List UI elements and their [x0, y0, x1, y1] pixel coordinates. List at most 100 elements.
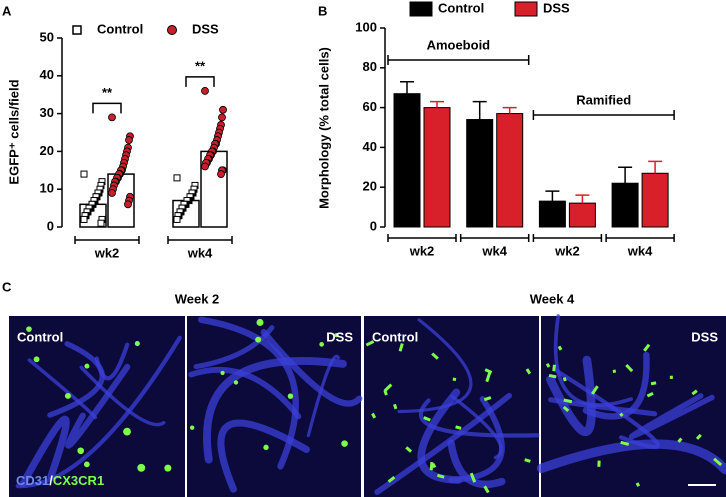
x-tick-label: wk4	[187, 245, 213, 260]
y-tick-label: 0	[47, 218, 54, 233]
cell	[597, 460, 601, 467]
vessel	[19, 415, 70, 488]
data-point	[108, 113, 116, 122]
significance-label: **	[102, 85, 113, 100]
data-point	[124, 200, 132, 209]
cell	[485, 372, 492, 383]
x-tick-label: wk2	[409, 243, 435, 258]
image-bg	[364, 316, 539, 497]
cell	[341, 440, 348, 447]
significance-label: **	[195, 58, 206, 73]
vessel	[306, 354, 340, 438]
y-tick-label: 0	[370, 218, 377, 233]
vessel	[553, 314, 633, 407]
vessel	[536, 439, 726, 475]
panel-label: A	[2, 3, 12, 18]
cell	[635, 482, 641, 487]
vessel	[217, 419, 310, 493]
cell	[677, 437, 683, 443]
bar	[641, 172, 669, 228]
cell	[393, 403, 398, 410]
vessel	[260, 329, 363, 407]
data-point	[201, 87, 209, 95]
y-tick-label: 100	[355, 19, 377, 34]
cell	[452, 377, 457, 382]
cell	[548, 373, 557, 379]
vessel	[447, 439, 506, 489]
cell	[562, 377, 567, 382]
data-point	[80, 170, 88, 178]
y-tick-label: 10	[40, 181, 54, 196]
cell	[64, 392, 71, 399]
cell	[695, 433, 702, 440]
cell	[287, 393, 294, 399]
significance-bracket	[92, 102, 122, 114]
cell	[319, 342, 324, 347]
error-bar	[648, 160, 663, 174]
group-bracket	[387, 55, 530, 65]
legend-marker	[167, 25, 177, 35]
y-tick-label: 20	[363, 179, 377, 194]
cell	[365, 340, 375, 347]
cell	[669, 375, 673, 379]
cell	[483, 396, 492, 402]
error-bar	[545, 190, 560, 202]
error-bar	[430, 100, 444, 108]
vessel	[193, 325, 275, 370]
data-point	[219, 105, 227, 114]
vessel	[582, 351, 650, 420]
cell	[83, 461, 90, 468]
cell	[137, 463, 146, 472]
group-label: Amoeboid	[427, 37, 491, 52]
cell	[552, 364, 556, 372]
bar	[611, 182, 639, 228]
x-tick-label: wk4	[627, 243, 653, 258]
cell	[525, 368, 532, 375]
cell	[33, 356, 40, 363]
error-bar	[502, 106, 517, 114]
group-bracket	[532, 110, 675, 120]
data-point	[108, 189, 116, 197]
bar	[496, 113, 524, 228]
cell	[233, 380, 239, 385]
stain-label-part: /	[49, 473, 53, 488]
error-bar	[400, 80, 414, 94]
panel-label: B	[318, 3, 327, 18]
cell	[591, 385, 599, 395]
x-tick-label: wk2	[94, 245, 120, 260]
cell	[263, 444, 269, 451]
cell	[256, 318, 264, 326]
error-bar	[575, 194, 590, 204]
y-tick-label: 80	[363, 59, 377, 74]
data-point	[218, 113, 226, 122]
bar	[393, 93, 421, 228]
cell	[405, 446, 413, 453]
vessel	[628, 393, 715, 440]
y-tick-label: 60	[363, 99, 377, 114]
cell	[431, 352, 439, 360]
cell	[84, 363, 90, 369]
cell	[189, 425, 195, 430]
legend-marker	[514, 1, 538, 17]
bar	[423, 107, 451, 228]
stain-label-part: CX3CR1	[53, 473, 104, 488]
cell	[562, 405, 570, 413]
micrograph	[364, 316, 540, 497]
vessel	[397, 318, 473, 414]
y-tick-label: 30	[40, 105, 54, 120]
data-point	[201, 162, 209, 171]
cell	[429, 462, 434, 471]
error-bar	[472, 100, 487, 120]
micrograph	[187, 316, 363, 497]
cell	[557, 345, 563, 351]
bar	[538, 200, 566, 228]
cell	[398, 343, 404, 352]
vessel	[203, 357, 347, 464]
y-axis-title: Morphology (% total cells)	[316, 47, 331, 209]
legend-marker	[409, 1, 433, 17]
cell	[625, 363, 634, 373]
cell	[643, 343, 651, 352]
data-point	[173, 215, 181, 223]
cell	[164, 464, 172, 472]
